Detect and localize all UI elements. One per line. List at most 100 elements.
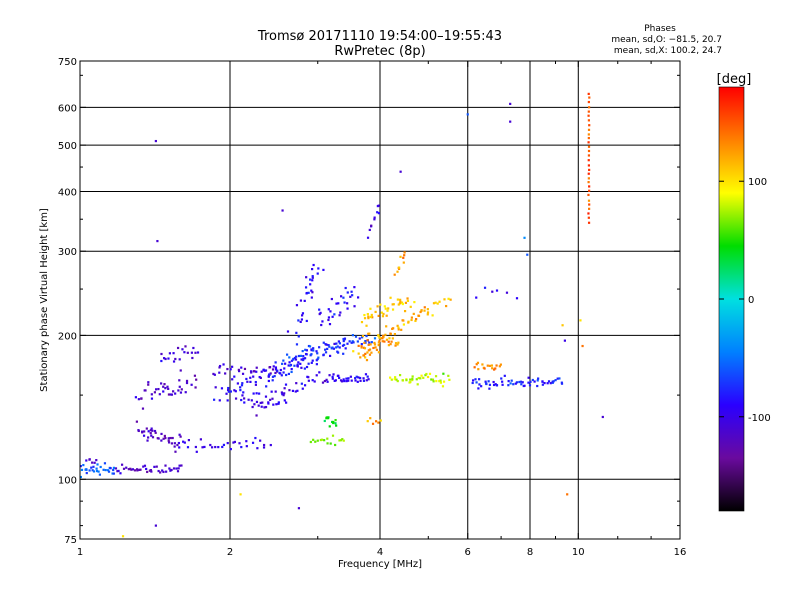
data-point <box>362 354 366 357</box>
data-point <box>307 362 310 365</box>
data-point <box>515 297 519 300</box>
data-point <box>178 446 181 449</box>
data-point <box>503 374 506 377</box>
data-point <box>166 385 169 388</box>
data-point <box>307 344 311 348</box>
data-point <box>518 380 521 384</box>
data-point <box>364 341 367 344</box>
data-point <box>472 379 475 382</box>
colorbar-tick-label: 100 <box>748 177 767 188</box>
data-point <box>162 357 166 360</box>
data-point <box>131 468 135 471</box>
data-point <box>560 382 564 385</box>
data-point <box>214 386 217 389</box>
data-point <box>157 387 160 391</box>
y-tick-label: 500 <box>58 141 77 152</box>
data-point <box>402 256 405 259</box>
data-point <box>301 349 304 353</box>
data-point <box>514 382 517 385</box>
data-point <box>360 346 363 349</box>
data-point <box>579 319 582 322</box>
data-point <box>327 316 331 319</box>
data-point <box>510 379 513 382</box>
data-point <box>97 470 100 473</box>
y-tick-label: 200 <box>58 331 77 342</box>
data-point <box>250 399 253 402</box>
data-point <box>90 466 93 469</box>
data-point <box>172 360 176 363</box>
data-point <box>373 216 376 219</box>
data-point <box>144 389 147 392</box>
data-point <box>436 302 439 305</box>
data-point <box>297 507 301 510</box>
data-point <box>445 304 448 308</box>
data-point <box>318 308 321 311</box>
data-point <box>350 379 353 382</box>
data-point <box>311 291 314 294</box>
data-point <box>176 346 180 350</box>
data-point <box>397 326 400 329</box>
data-point <box>366 313 369 316</box>
data-point <box>162 385 165 388</box>
data-point <box>196 351 200 354</box>
data-point <box>366 375 369 378</box>
data-point <box>378 336 381 339</box>
data-point <box>377 334 380 337</box>
data-point <box>385 314 388 317</box>
data-point <box>222 443 226 446</box>
data-point <box>239 493 242 496</box>
data-point <box>305 276 308 279</box>
data-point <box>249 376 252 379</box>
data-point <box>339 439 343 442</box>
colorbar-tick-label: -100 <box>748 413 771 424</box>
data-point <box>336 345 339 348</box>
data-point <box>259 401 262 405</box>
data-point <box>587 172 590 175</box>
data-point <box>167 387 170 390</box>
data-point <box>417 376 420 380</box>
data-point <box>342 352 345 355</box>
data-point <box>515 381 519 384</box>
data-point <box>190 351 193 354</box>
data-point <box>147 430 150 433</box>
y-tick-label: 75 <box>64 535 77 546</box>
data-point <box>169 393 172 396</box>
data-point <box>194 351 197 354</box>
data-point <box>311 279 314 282</box>
y-tick-label: 600 <box>58 103 77 114</box>
data-point <box>529 380 532 383</box>
data-point <box>491 367 494 370</box>
data-point <box>150 427 153 430</box>
data-point <box>167 437 170 440</box>
data-point <box>448 378 451 381</box>
data-point <box>361 336 364 339</box>
data-point <box>164 436 167 440</box>
data-point <box>381 340 384 343</box>
data-point <box>236 382 239 385</box>
data-point <box>394 344 397 347</box>
data-point <box>299 320 302 324</box>
x-axis-label: Frequency [MHz] <box>338 559 422 570</box>
data-point <box>330 297 333 301</box>
data-point <box>342 296 345 299</box>
data-point <box>324 348 327 351</box>
data-point <box>337 340 340 343</box>
data-point <box>317 267 320 270</box>
data-point <box>343 379 346 383</box>
data-point <box>233 440 237 444</box>
data-point <box>402 323 406 326</box>
y-tick-label: 400 <box>58 187 77 198</box>
data-point <box>303 357 307 360</box>
data-point <box>180 388 183 391</box>
data-point <box>340 380 344 383</box>
data-point <box>401 379 404 382</box>
data-point <box>139 468 142 471</box>
data-point <box>274 368 278 371</box>
data-point <box>338 376 341 380</box>
data-point <box>159 471 162 474</box>
data-point <box>117 469 120 473</box>
data-point <box>315 374 318 377</box>
data-point <box>397 341 400 344</box>
data-point <box>392 303 395 306</box>
data-point <box>581 344 584 348</box>
